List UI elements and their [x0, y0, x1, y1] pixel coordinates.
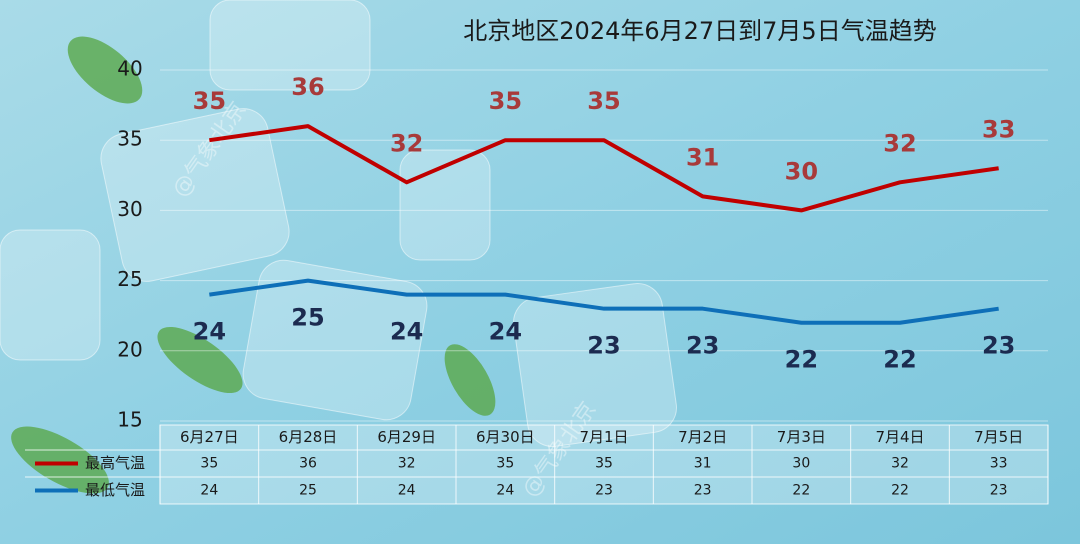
table-cell: 31 — [694, 456, 712, 472]
data-label: 23 — [686, 332, 719, 360]
table-cell: 23 — [990, 483, 1008, 499]
table-cell: 25 — [299, 483, 317, 499]
table-cell: 32 — [398, 456, 416, 472]
data-label: 32 — [390, 129, 423, 157]
table-cell: 23 — [595, 483, 613, 499]
table-cell: 24 — [398, 483, 416, 499]
x-tick-label: 7月5日 — [974, 428, 1023, 446]
data-label: 30 — [785, 157, 818, 185]
data-label: 36 — [291, 73, 324, 101]
data-label: 22 — [883, 346, 916, 374]
table-cell: 22 — [891, 483, 909, 499]
y-tick-label: 30 — [117, 197, 142, 221]
y-tick-label: 40 — [117, 57, 142, 81]
y-tick-label: 35 — [117, 127, 142, 151]
data-label: 35 — [587, 87, 620, 115]
table-cell: 30 — [792, 456, 810, 472]
table-cell: 24 — [496, 483, 514, 499]
x-tick-label: 7月2日 — [678, 428, 727, 446]
chart-title: 北京地区2024年6月27日到7月5日气温趋势 — [463, 17, 936, 45]
data-label: 35 — [489, 87, 522, 115]
data-label: 23 — [587, 332, 620, 360]
data-label: 23 — [982, 332, 1015, 360]
series-line — [209, 278, 999, 325]
data-label: 35 — [193, 87, 226, 115]
data-label: 33 — [982, 115, 1015, 143]
table-cell: 35 — [200, 456, 218, 472]
data-label: 24 — [489, 318, 522, 346]
x-tick-label: 7月4日 — [875, 428, 924, 446]
table-cell: 24 — [200, 483, 218, 499]
data-label: 31 — [686, 143, 719, 171]
table-cell: 35 — [595, 456, 613, 472]
legend-label: 最低气温 — [85, 481, 145, 499]
data-label: 25 — [291, 304, 324, 332]
x-tick-label: 7月1日 — [579, 428, 628, 446]
data-label: 24 — [390, 318, 423, 346]
table-cell: 32 — [891, 456, 909, 472]
data-label: 32 — [883, 129, 916, 157]
table-cell: 36 — [299, 456, 317, 472]
series-line — [209, 124, 999, 213]
x-tick-label: 7月3日 — [777, 428, 826, 446]
ice-decor — [0, 0, 680, 450]
x-tick-label: 6月27日 — [180, 428, 239, 446]
x-tick-label: 6月28日 — [279, 428, 338, 446]
legend-label: 最高气温 — [85, 454, 145, 472]
table-bg — [159, 424, 1049, 505]
table-cell: 33 — [990, 456, 1008, 472]
table-cell: 23 — [694, 483, 712, 499]
table-cell: 35 — [496, 456, 514, 472]
x-tick-label: 6月29日 — [377, 428, 436, 446]
table-cell: 22 — [792, 483, 810, 499]
y-tick-label: 20 — [117, 337, 142, 361]
y-tick-label: 25 — [117, 267, 142, 291]
data-label: 24 — [193, 318, 226, 346]
data-label: 22 — [785, 346, 818, 374]
x-tick-label: 6月30日 — [476, 428, 535, 446]
y-tick-label: 15 — [117, 408, 142, 432]
